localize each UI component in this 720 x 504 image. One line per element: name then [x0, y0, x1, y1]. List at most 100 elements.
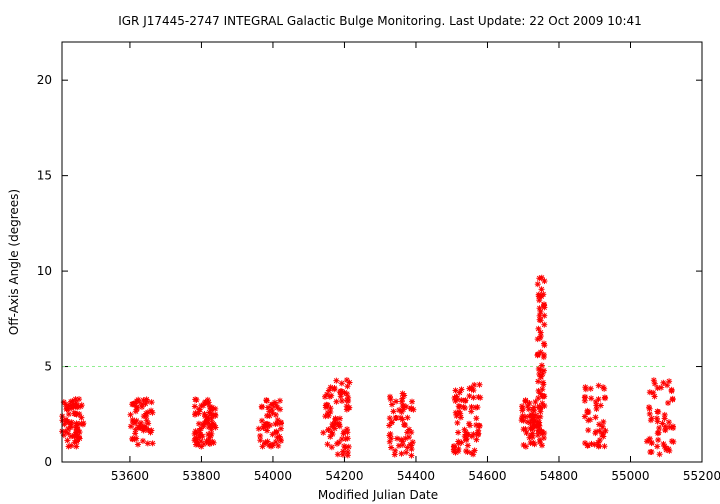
data-point [654, 443, 661, 450]
data-point [132, 400, 139, 407]
data-point [531, 441, 538, 448]
data-point [535, 291, 542, 298]
x-tick-label: 54000 [254, 469, 292, 483]
data-point [127, 411, 134, 418]
data-point [345, 394, 352, 401]
data-point [599, 423, 606, 430]
y-tick-label: 5 [44, 360, 52, 374]
data-point [664, 382, 671, 389]
data-point [661, 415, 668, 422]
data-point [272, 421, 279, 428]
data-point [191, 437, 198, 444]
y-tick-label: 15 [37, 169, 52, 183]
data-point [277, 425, 284, 432]
data-point [342, 444, 349, 451]
data-point [534, 281, 541, 288]
data-point [340, 428, 347, 435]
plot-frame [61, 41, 703, 463]
data-point [134, 441, 141, 448]
data-point [584, 409, 591, 416]
data-point [538, 286, 545, 293]
data-point [665, 399, 672, 406]
data-point [592, 430, 599, 437]
data-point [193, 396, 200, 403]
data-point [393, 398, 400, 405]
data-point [656, 425, 663, 432]
data-point [127, 423, 134, 430]
data-point [539, 442, 546, 449]
data-point [461, 426, 468, 433]
data-point [670, 438, 677, 445]
data-point [468, 408, 475, 415]
data-point [68, 419, 75, 426]
data-point [136, 424, 143, 431]
data-point [277, 436, 284, 443]
data-point [584, 442, 591, 449]
data-point [277, 419, 284, 426]
data-point [597, 402, 604, 409]
data-point [528, 424, 535, 431]
data-point [397, 414, 404, 421]
data-point [647, 417, 654, 424]
data-point [473, 415, 480, 422]
data-point [143, 398, 150, 405]
data-point [476, 422, 483, 429]
data-point [464, 431, 471, 438]
x-tick-label: 54400 [397, 469, 435, 483]
data-point [453, 396, 460, 403]
data-point [273, 428, 280, 435]
y-tick-label: 0 [44, 455, 52, 469]
data-point [73, 443, 80, 450]
data-point [582, 384, 589, 391]
x-tick-label: 54200 [325, 469, 363, 483]
x-tick-label: 54800 [540, 469, 578, 483]
data-point [274, 404, 281, 411]
data-point [387, 396, 394, 403]
data-point [538, 362, 545, 369]
data-point [275, 442, 282, 449]
data-point [648, 440, 655, 447]
data-point [212, 405, 219, 412]
data-point [346, 404, 353, 411]
data-point [476, 381, 483, 388]
data-point [591, 441, 598, 448]
data-point [537, 329, 544, 336]
data-point [147, 429, 154, 436]
data-point [541, 402, 548, 409]
data-point [536, 404, 543, 411]
data-point [78, 402, 85, 409]
data-point [522, 443, 529, 450]
data-point [192, 441, 199, 448]
data-point [535, 387, 542, 394]
data-point [540, 381, 547, 388]
data-point [73, 399, 80, 406]
data-point [195, 420, 202, 427]
data-point [72, 411, 79, 418]
data-point [523, 429, 530, 436]
data-point [466, 422, 473, 429]
data-point [398, 398, 405, 405]
data-point [646, 410, 653, 417]
data-point [332, 415, 339, 422]
data-point [394, 435, 401, 442]
data-point [141, 423, 148, 430]
data-point [601, 385, 608, 392]
data-point [64, 418, 71, 425]
data-point [646, 389, 653, 396]
data-point [409, 398, 416, 405]
data-point [463, 448, 470, 455]
data-point [592, 414, 599, 421]
data-point [140, 427, 147, 434]
data-point [534, 336, 541, 343]
data-point [324, 441, 331, 448]
data-point [200, 423, 207, 430]
data-point [475, 430, 482, 437]
data-point [264, 438, 271, 445]
data-point [541, 321, 548, 328]
data-point [535, 378, 542, 385]
data-point [455, 429, 462, 436]
data-point [338, 436, 345, 443]
data-point [470, 394, 477, 401]
data-point [202, 399, 209, 406]
y-tick-label: 10 [37, 264, 52, 278]
